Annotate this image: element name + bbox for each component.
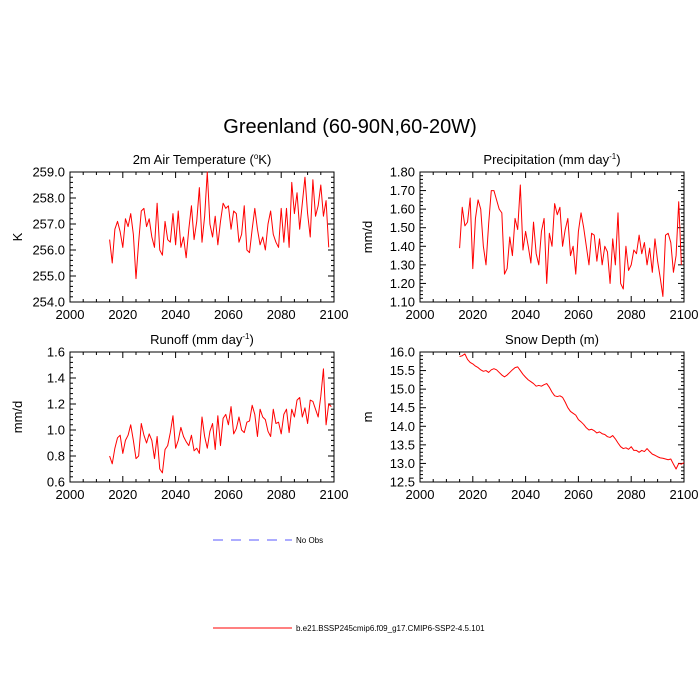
2m-air-temperature-k-xtick-label: 2020 — [108, 307, 137, 322]
snow-depth-m-xtick-label: 2060 — [564, 487, 593, 502]
2m-air-temperature-k-xtick-label: 2000 — [56, 307, 85, 322]
2m-air-temperature-k-ytick-label: 259.0 — [32, 165, 65, 180]
snow-depth-m-ytick-label: 16.0 — [390, 345, 415, 360]
snow-depth-m-ytick-label: 14.5 — [390, 400, 415, 415]
panels: 2m Air Temperature (oK) K 2000 2020 2040 2060… — [10, 152, 698, 502]
legend-no-obs-label: No Obs — [296, 536, 323, 545]
precipitation-mm-day-frame — [419, 171, 685, 303]
precipitation-mm-day-series-line — [459, 184, 682, 297]
legend: No Obs b.e21.BSSP245cmip6.f09_g17.CMIP6-… — [213, 536, 485, 633]
runoff-mm-day-title: Runoff (mm day-1) — [150, 332, 254, 347]
precipitation-mm-day-title: Precipitation (mm day-1) — [483, 152, 620, 167]
2m-air-temperature-k-xtick-label: 2100 — [320, 307, 349, 322]
runoff-mm-day-xtick-label: 2020 — [108, 487, 137, 502]
precipitation-mm-day-ylabel: mm/d — [360, 221, 375, 254]
2m-air-temperature-k-xtick-label: 2040 — [161, 307, 190, 322]
precipitation-mm-day-xtick-label: 2080 — [617, 307, 646, 322]
snow-depth-m-panel: Snow Depth (m) m 2000 2020 2040 2060 2080 2100 1… — [360, 332, 698, 502]
2m-air-temperature-k-panel: 2m Air Temperature (oK) K 2000 2020 2040 2060… — [10, 152, 348, 322]
runoff-mm-day-ylabel: mm/d — [10, 401, 25, 434]
2m-air-temperature-k-series-line — [109, 171, 330, 280]
snow-depth-m-ytick-label: 13.0 — [390, 456, 415, 471]
snow-depth-m-ytick-label: 12.5 — [390, 475, 415, 490]
precipitation-mm-day-ytick-label: 1.20 — [390, 276, 415, 291]
precipitation-mm-day-xtick-label: 2060 — [564, 307, 593, 322]
snow-depth-m-series-line — [459, 353, 685, 470]
runoff-mm-day-xtick-label: 2080 — [267, 487, 296, 502]
runoff-mm-day-series-line — [109, 368, 332, 474]
2m-air-temperature-k-ytick-label: 258.0 — [32, 191, 65, 206]
snow-depth-m-xtick-label: 2020 — [458, 487, 487, 502]
precipitation-mm-day-ytick-label: 1.30 — [390, 257, 415, 272]
runoff-mm-day-ytick-label: 1.4 — [47, 371, 65, 386]
figure-title: Greenland (60-90N,60-20W) — [223, 116, 476, 138]
precipitation-mm-day-ytick-label: 1.40 — [390, 239, 415, 254]
snow-depth-m-xtick-label: 2100 — [670, 487, 699, 502]
precipitation-mm-day-ytick-label: 1.70 — [390, 183, 415, 198]
precipitation-mm-day-panel: Precipitation (mm day-1) mm/d 2000 2020 2040… — [360, 152, 698, 322]
runoff-mm-day-ytick-label: 1.0 — [47, 423, 65, 438]
snow-depth-m-xtick-label: 2080 — [617, 487, 646, 502]
precipitation-mm-day-ytick-label: 1.10 — [390, 295, 415, 310]
runoff-mm-day-xtick-label: 2060 — [214, 487, 243, 502]
2m-air-temperature-k-ytick-label: 256.0 — [32, 243, 65, 258]
legend-model-label: b.e21.BSSP245cmip6.f09_g17.CMIP6-SSP2-4.… — [296, 624, 485, 633]
precipitation-mm-day-xtick-label: 2100 — [670, 307, 699, 322]
runoff-mm-day-ytick-label: 0.8 — [47, 449, 65, 464]
runoff-mm-day-xtick-label: 2040 — [161, 487, 190, 502]
snow-depth-m-xtick-label: 2040 — [511, 487, 540, 502]
runoff-mm-day-ytick-label: 1.2 — [47, 397, 65, 412]
snow-depth-m-frame — [419, 351, 685, 483]
snow-depth-m-ytick-label: 14.0 — [390, 419, 415, 434]
precipitation-mm-day-ytick-label: 1.80 — [390, 165, 415, 180]
snow-depth-m-ytick-label: 15.0 — [390, 382, 415, 397]
2m-air-temperature-k-ytick-label: 255.0 — [32, 269, 65, 284]
snow-depth-m-title: Snow Depth (m) — [505, 332, 599, 347]
2m-air-temperature-k-ytick-label: 257.0 — [32, 217, 65, 232]
snow-depth-m-ytick-label: 13.5 — [390, 437, 415, 452]
runoff-mm-day-ytick-label: 1.6 — [47, 345, 65, 360]
2m-air-temperature-k-xtick-label: 2080 — [267, 307, 296, 322]
2m-air-temperature-k-ytick-label: 254.0 — [32, 295, 65, 310]
runoff-mm-day-ytick-label: 0.6 — [47, 475, 65, 490]
runoff-mm-day-panel: Runoff (mm day-1) mm/d 2000 2020 2040 2060 208… — [10, 332, 348, 502]
snow-depth-m-xtick-label: 2000 — [406, 487, 435, 502]
precipitation-mm-day-xtick-label: 2040 — [511, 307, 540, 322]
precipitation-mm-day-ytick-label: 1.60 — [390, 202, 415, 217]
runoff-mm-day-xtick-label: 2100 — [320, 487, 349, 502]
2m-air-temperature-k-xtick-label: 2060 — [214, 307, 243, 322]
precipitation-mm-day-xtick-label: 2020 — [458, 307, 487, 322]
2m-air-temperature-k-title: 2m Air Temperature (oK) — [133, 152, 272, 167]
runoff-mm-day-xtick-label: 2000 — [56, 487, 85, 502]
precipitation-mm-day-xtick-label: 2000 — [406, 307, 435, 322]
2m-air-temperature-k-ylabel: K — [10, 232, 25, 241]
snow-depth-m-ytick-label: 15.5 — [390, 363, 415, 378]
precipitation-mm-day-ytick-label: 1.50 — [390, 220, 415, 235]
snow-depth-m-ylabel: m — [360, 412, 375, 423]
